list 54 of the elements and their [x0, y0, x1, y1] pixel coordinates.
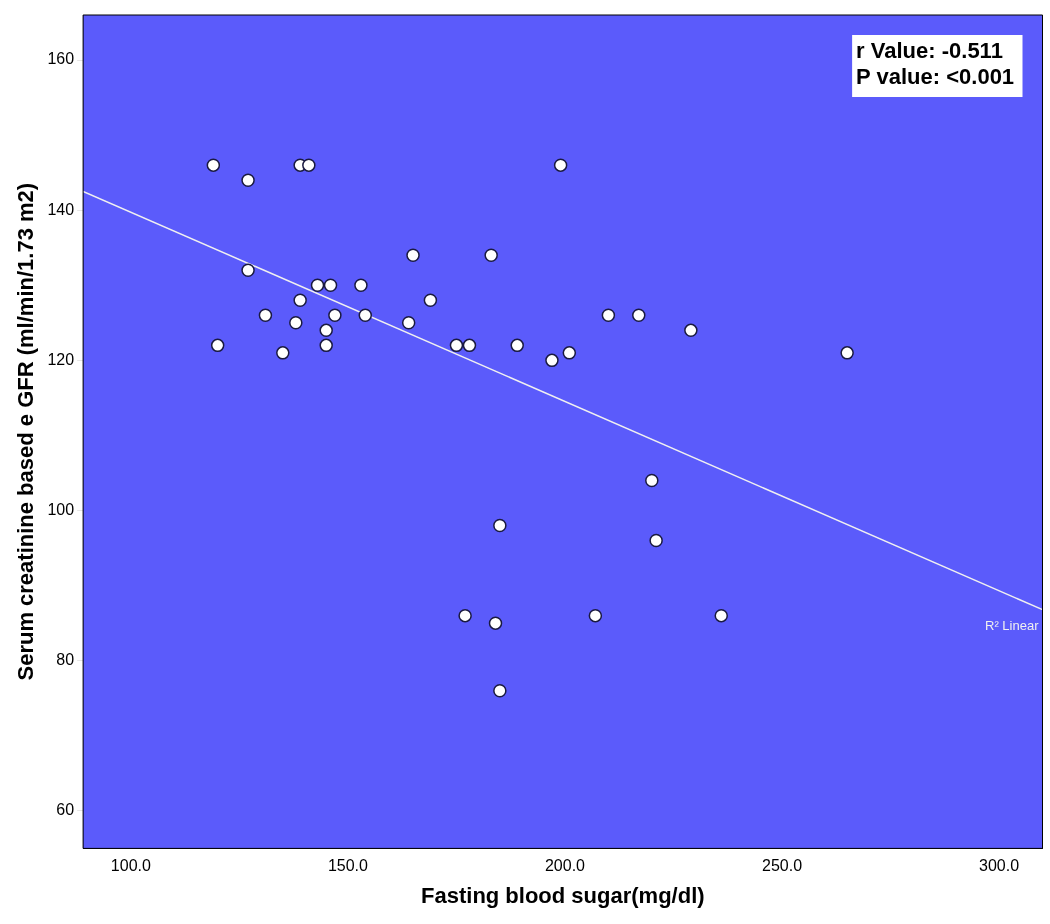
- point: [545, 353, 559, 368]
- point: [645, 473, 659, 488]
- point: [319, 338, 333, 353]
- point: [328, 308, 342, 323]
- point: [632, 308, 646, 323]
- point: [258, 308, 273, 323]
- x-axis-title: Fasting blood sugar(mg/dl): [421, 882, 705, 908]
- point: [323, 278, 338, 293]
- annotation: R² Linear: [985, 617, 1040, 633]
- point: [423, 293, 438, 308]
- point: [358, 308, 373, 323]
- x-tick-label: 100.0: [110, 857, 151, 875]
- point: [276, 346, 290, 360]
- y-axis-title: Serum creatinine based e GFR (ml/min/1.73 m2): [13, 182, 39, 681]
- point: [354, 278, 368, 293]
- point: [458, 608, 472, 623]
- x-tick-label: 300.0: [979, 857, 1020, 875]
- annotation: P value: <0.001: [856, 64, 1015, 90]
- annotation: r Value: -0.511: [856, 38, 1003, 64]
- x-tick-label: 200.0: [544, 857, 586, 875]
- point: [449, 338, 464, 353]
- point: [406, 248, 420, 263]
- y-tick-label: 60: [56, 801, 75, 819]
- point: [601, 308, 616, 323]
- y-tick-label: 140: [47, 200, 75, 218]
- point: [310, 278, 325, 293]
- point: [488, 616, 503, 630]
- point: [649, 533, 663, 548]
- point: [241, 263, 255, 278]
- point: [588, 608, 603, 623]
- point: [293, 293, 307, 308]
- point: [206, 158, 221, 172]
- y-tick-label: 100: [47, 500, 75, 518]
- y-tick-label: 160: [47, 50, 75, 68]
- x-tick-label: 250.0: [762, 857, 803, 875]
- point: [210, 338, 225, 353]
- point: [493, 518, 507, 533]
- point: [553, 158, 568, 172]
- point: [289, 316, 303, 330]
- point: [484, 248, 498, 263]
- x-tick-label: 150.0: [327, 857, 369, 875]
- point: [840, 346, 854, 360]
- point: [302, 158, 316, 172]
- point: [462, 338, 477, 353]
- y-tick-label: 80: [56, 651, 75, 669]
- point: [562, 346, 577, 360]
- point: [510, 338, 524, 353]
- point: [241, 173, 255, 187]
- point: [319, 323, 333, 338]
- point: [493, 683, 507, 698]
- point: [684, 323, 698, 338]
- y-tick-label: 120: [47, 350, 75, 368]
- point: [401, 316, 416, 330]
- point: [714, 608, 728, 623]
